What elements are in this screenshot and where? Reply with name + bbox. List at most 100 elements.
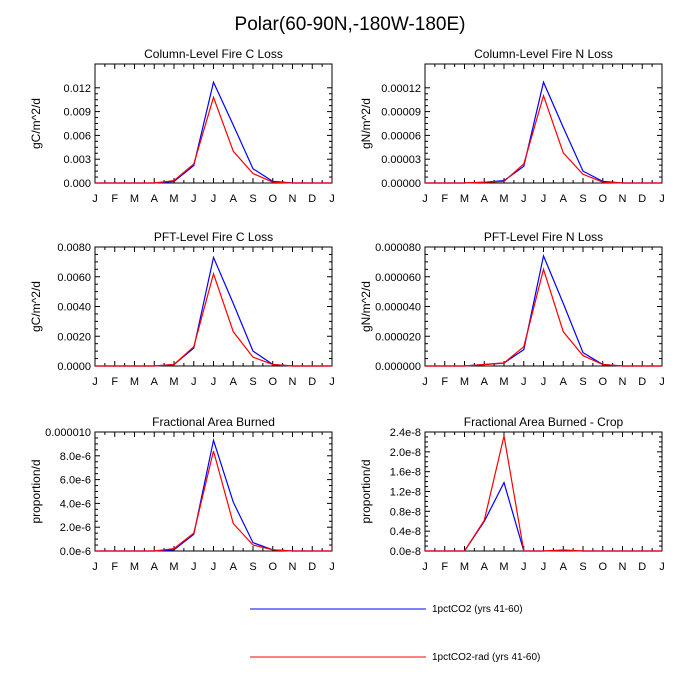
y-tick-label: 0.0080 — [57, 242, 91, 254]
x-tick-label: N — [289, 561, 297, 573]
x-tick-label: O — [268, 376, 277, 388]
series-line-1pctco2-rad — [95, 271, 332, 367]
y-tick-label: 0.006 — [63, 130, 91, 142]
x-tick-label: F — [111, 376, 118, 388]
y-tick-label: 2.4e-8 — [390, 427, 421, 439]
x-tick-label: J — [422, 561, 428, 573]
x-tick-label: J — [541, 561, 547, 573]
y-tick-label: 2.0e-6 — [60, 522, 91, 534]
panel-title: PFT-Level Fire N Loss — [484, 230, 603, 244]
panel-title: Fractional Area Burned — [152, 415, 275, 429]
series-line-1pctco2-rad — [425, 93, 662, 184]
x-tick-label: A — [560, 193, 568, 205]
y-tick-label: 0.000020 — [375, 331, 421, 343]
y-tick-label: 0.000010 — [45, 427, 91, 439]
x-tick-label: D — [308, 561, 316, 573]
x-tick-label: M — [130, 376, 139, 388]
x-tick-label: J — [329, 376, 335, 388]
y-tick-label: 0.00003 — [381, 154, 421, 166]
x-tick-label: M — [130, 193, 139, 205]
y-tick-label: 0.000060 — [375, 272, 421, 284]
y-tick-label: 0.000080 — [375, 242, 421, 254]
x-tick-label: M — [130, 561, 139, 573]
x-tick-label: F — [441, 561, 448, 573]
x-tick-label: M — [499, 561, 508, 573]
y-tick-label: 0.000040 — [375, 302, 421, 314]
y-axis-label: gN/m^2/d — [359, 281, 373, 332]
x-tick-label: J — [211, 193, 217, 205]
x-tick-label: O — [598, 193, 607, 205]
panel-title: PFT-Level Fire C Loss — [154, 230, 273, 244]
x-tick-label: J — [521, 561, 527, 573]
x-tick-label: O — [598, 376, 607, 388]
x-tick-label: J — [422, 193, 428, 205]
legend: 1pctCO2 (yrs 41-60) 1pctCO2-rad (yrs 41-… — [250, 604, 540, 663]
y-tick-label: 0.0040 — [57, 302, 91, 314]
x-tick-label: M — [499, 376, 508, 388]
x-tick-label: J — [191, 561, 197, 573]
panel-title: Column-Level Fire C Loss — [144, 47, 283, 61]
x-tick-label: S — [579, 376, 586, 388]
x-tick-label: J — [541, 193, 547, 205]
x-tick-label: O — [268, 193, 277, 205]
plot-frame — [94, 246, 333, 367]
legend-label-1pctco2: 1pctCO2 (yrs 41-60) — [432, 604, 523, 615]
plot-frame — [424, 246, 663, 367]
y-tick-label: 6.0e-6 — [60, 475, 91, 487]
y-tick-label: 0.00000 — [381, 178, 421, 190]
y-tick-label: 0.00012 — [381, 83, 421, 95]
plot-frame — [94, 431, 333, 552]
series-line-1pctco2-rad — [425, 435, 662, 552]
y-tick-label: 0.00009 — [381, 107, 421, 119]
series-line-1pctco2-rad — [95, 95, 332, 184]
x-tick-label: D — [308, 376, 316, 388]
panel-title: Column-Level Fire N Loss — [474, 47, 613, 61]
x-tick-label: A — [481, 193, 489, 205]
x-tick-label: D — [638, 561, 646, 573]
x-tick-label: S — [249, 376, 256, 388]
y-axis-label: gC/m^2/d — [29, 281, 43, 332]
x-tick-label: A — [151, 193, 159, 205]
x-tick-label: D — [638, 193, 646, 205]
x-tick-label: S — [249, 561, 256, 573]
series-line-1pctco2 — [425, 253, 662, 367]
x-tick-label: N — [619, 561, 627, 573]
x-tick-label: M — [460, 561, 469, 573]
x-tick-label: J — [191, 376, 197, 388]
y-axis-label: proportion/d — [359, 459, 373, 523]
x-tick-label: A — [151, 561, 159, 573]
x-tick-label: J — [659, 376, 665, 388]
y-tick-label: 1.6e-8 — [390, 467, 421, 479]
x-tick-label: M — [499, 193, 508, 205]
figure-title: Polar(60-90N,-180W-180E) — [235, 14, 466, 35]
x-tick-label: S — [249, 193, 256, 205]
y-tick-label: 0.0020 — [57, 331, 91, 343]
plot-frame — [424, 431, 663, 552]
y-tick-label: 0.009 — [63, 107, 91, 119]
x-tick-label: F — [441, 193, 448, 205]
x-tick-label: F — [111, 193, 118, 205]
x-tick-label: A — [230, 193, 238, 205]
x-tick-label: F — [111, 561, 118, 573]
y-tick-label: 0.0000 — [57, 361, 91, 373]
y-axis-label: gN/m^2/d — [359, 98, 373, 149]
y-tick-label: 0.000000 — [375, 361, 421, 373]
x-tick-label: A — [560, 376, 568, 388]
series-line-1pctco2-rad — [425, 267, 662, 367]
x-tick-label: S — [579, 193, 586, 205]
x-tick-label: J — [659, 561, 665, 573]
x-tick-label: A — [230, 561, 238, 573]
y-tick-label: 0.003 — [63, 154, 91, 166]
x-tick-label: N — [289, 376, 297, 388]
y-axis-label: proportion/d — [29, 459, 43, 523]
x-tick-label: O — [268, 561, 277, 573]
x-tick-label: J — [329, 561, 335, 573]
x-tick-label: J — [92, 193, 98, 205]
x-tick-label: J — [211, 561, 217, 573]
x-tick-label: D — [308, 193, 316, 205]
x-tick-label: J — [92, 376, 98, 388]
